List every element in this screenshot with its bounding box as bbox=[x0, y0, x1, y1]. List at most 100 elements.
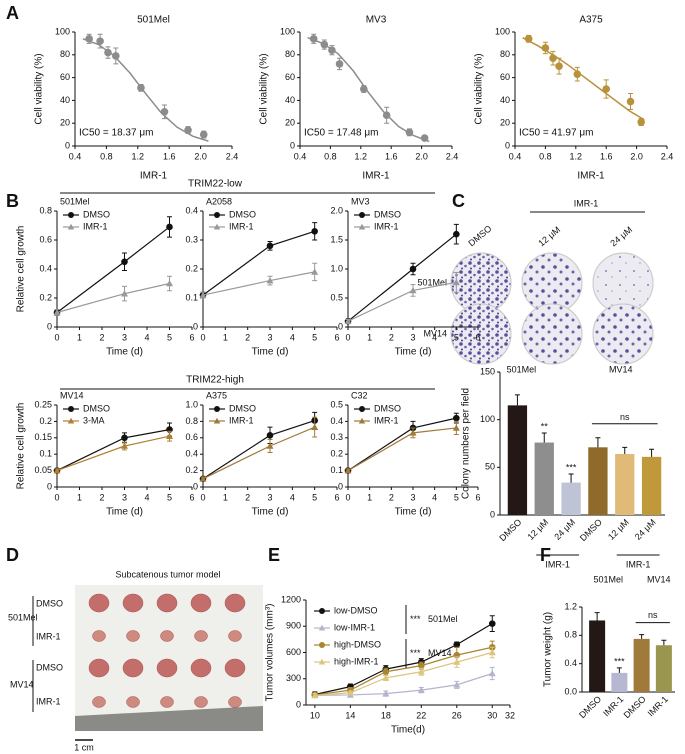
point bbox=[121, 434, 128, 442]
tumor bbox=[228, 696, 242, 708]
y-tick-label: 60 bbox=[500, 72, 510, 82]
tumor bbox=[190, 593, 212, 613]
x-tick-label: 1 bbox=[367, 332, 372, 342]
y-tick-label: 0.15 bbox=[34, 432, 52, 442]
legend-label: DMSO bbox=[374, 403, 401, 413]
x-axis-label: IMR-1 bbox=[362, 171, 390, 182]
x-tick-label: 1 bbox=[223, 492, 228, 502]
error-bar bbox=[649, 448, 655, 457]
y-tick-label: 80 bbox=[60, 49, 70, 59]
x-tick-label: DMSO bbox=[577, 694, 603, 720]
y-tick-label: 2.0 bbox=[330, 205, 343, 215]
bar bbox=[655, 645, 672, 692]
fit-curve bbox=[522, 37, 645, 121]
point bbox=[309, 35, 318, 43]
y-tick-label: 20 bbox=[60, 118, 70, 128]
point bbox=[452, 424, 460, 431]
bar bbox=[589, 620, 606, 692]
x-tick-label: 5 bbox=[454, 332, 459, 342]
colony-image: IMR-1 DMSO 12 μM 24 μM 501Mel MV14 bbox=[417, 198, 654, 365]
x-tick-label: 22 bbox=[416, 710, 426, 720]
legend-marker bbox=[318, 658, 326, 665]
y-tick-label: 0.05 bbox=[34, 465, 52, 475]
tumor bbox=[224, 593, 246, 613]
error-bar bbox=[568, 473, 574, 483]
tumor bbox=[224, 658, 246, 678]
x-tick-label: 5 bbox=[312, 492, 317, 502]
x-tick-label: 0.4 bbox=[509, 151, 522, 161]
y-tick-label: 0.2 bbox=[330, 449, 343, 459]
x-tick-label: DMSO bbox=[622, 694, 648, 720]
y-tick-label: 0.6 bbox=[39, 234, 52, 244]
y-tick-label: 0.2 bbox=[185, 465, 198, 475]
tumor bbox=[122, 593, 144, 613]
point bbox=[121, 258, 128, 266]
point bbox=[311, 268, 319, 275]
x-tick-label: 1 bbox=[367, 492, 372, 502]
column-label: 24 μM bbox=[608, 224, 634, 248]
row-label: IMR-1 bbox=[36, 696, 61, 706]
x-tick-label: 0.4 bbox=[294, 151, 307, 161]
error-bar bbox=[541, 432, 547, 443]
colonies bbox=[592, 303, 654, 365]
x-tick-label: 4 bbox=[432, 332, 437, 342]
row-label: 501Mel bbox=[417, 277, 447, 287]
legend-marker bbox=[213, 223, 221, 230]
series-line bbox=[56, 226, 170, 313]
y-tick-label: 900 bbox=[286, 621, 301, 631]
chart-title: MV3 bbox=[366, 15, 387, 26]
x-tick-label: 1.6 bbox=[385, 151, 398, 161]
error-bar bbox=[616, 667, 622, 673]
x-axis-label: IMR-1 bbox=[577, 171, 605, 182]
chart-title: 501Mel bbox=[137, 15, 170, 26]
x-tick-label: 24 μM bbox=[633, 517, 658, 542]
legend-label: low-DMSO bbox=[334, 605, 378, 615]
point bbox=[85, 35, 93, 43]
x-tick-label: 3 bbox=[267, 492, 272, 502]
point bbox=[166, 432, 173, 439]
point bbox=[488, 670, 496, 677]
legend-marker bbox=[319, 642, 325, 648]
x-tick-label: 10 bbox=[310, 710, 320, 720]
x-axis-label: Time(d) bbox=[391, 725, 425, 736]
significance: *** bbox=[410, 648, 421, 658]
x-tick-label: 2.0 bbox=[630, 151, 643, 161]
tumor bbox=[156, 593, 178, 613]
colonies bbox=[450, 303, 512, 365]
y-axis-label: Tumor weight (g) bbox=[543, 612, 554, 687]
legend-label: high-IMR-1 bbox=[334, 656, 379, 666]
bracket-label: IMR-1 bbox=[626, 559, 651, 569]
y-tick-label: 40 bbox=[500, 95, 510, 105]
x-tick-label: 4 bbox=[144, 492, 149, 502]
point bbox=[382, 674, 390, 681]
point bbox=[417, 686, 425, 693]
legend-label: DMSO bbox=[229, 209, 256, 219]
point bbox=[409, 429, 417, 436]
tumor bbox=[160, 696, 174, 708]
legend-marker bbox=[359, 406, 365, 412]
x-tick-label: 2 bbox=[245, 492, 250, 502]
x-tick-label: 12 μM bbox=[606, 517, 631, 542]
legend-label: DMSO bbox=[374, 209, 401, 219]
x-tick-label: 0.8 bbox=[539, 151, 552, 161]
x-tick-label: 1 bbox=[223, 332, 228, 342]
series-line bbox=[314, 672, 493, 696]
y-axis-label: Cell viability (%) bbox=[259, 53, 270, 124]
x-tick-label: 32 bbox=[505, 710, 515, 720]
legend-label: IMR-1 bbox=[229, 221, 254, 231]
x-tick-label: 0.8 bbox=[100, 151, 113, 161]
x-axis-label: Time (d) bbox=[252, 507, 289, 518]
x-tick-label: 4 bbox=[432, 492, 437, 502]
legend-label: IMR-1 bbox=[229, 415, 254, 425]
x-tick-label: DMSO bbox=[497, 517, 523, 543]
point bbox=[453, 641, 461, 648]
x-tick-label: 6 bbox=[189, 492, 194, 502]
legend-marker bbox=[214, 212, 220, 218]
x-tick-label: 2 bbox=[245, 332, 250, 342]
legend-marker bbox=[67, 417, 75, 424]
point bbox=[344, 467, 352, 474]
x-tick-label: 2.0 bbox=[415, 151, 428, 161]
x-axis-label: Time (d) bbox=[106, 507, 143, 518]
point bbox=[104, 48, 112, 57]
colonies bbox=[521, 303, 583, 365]
